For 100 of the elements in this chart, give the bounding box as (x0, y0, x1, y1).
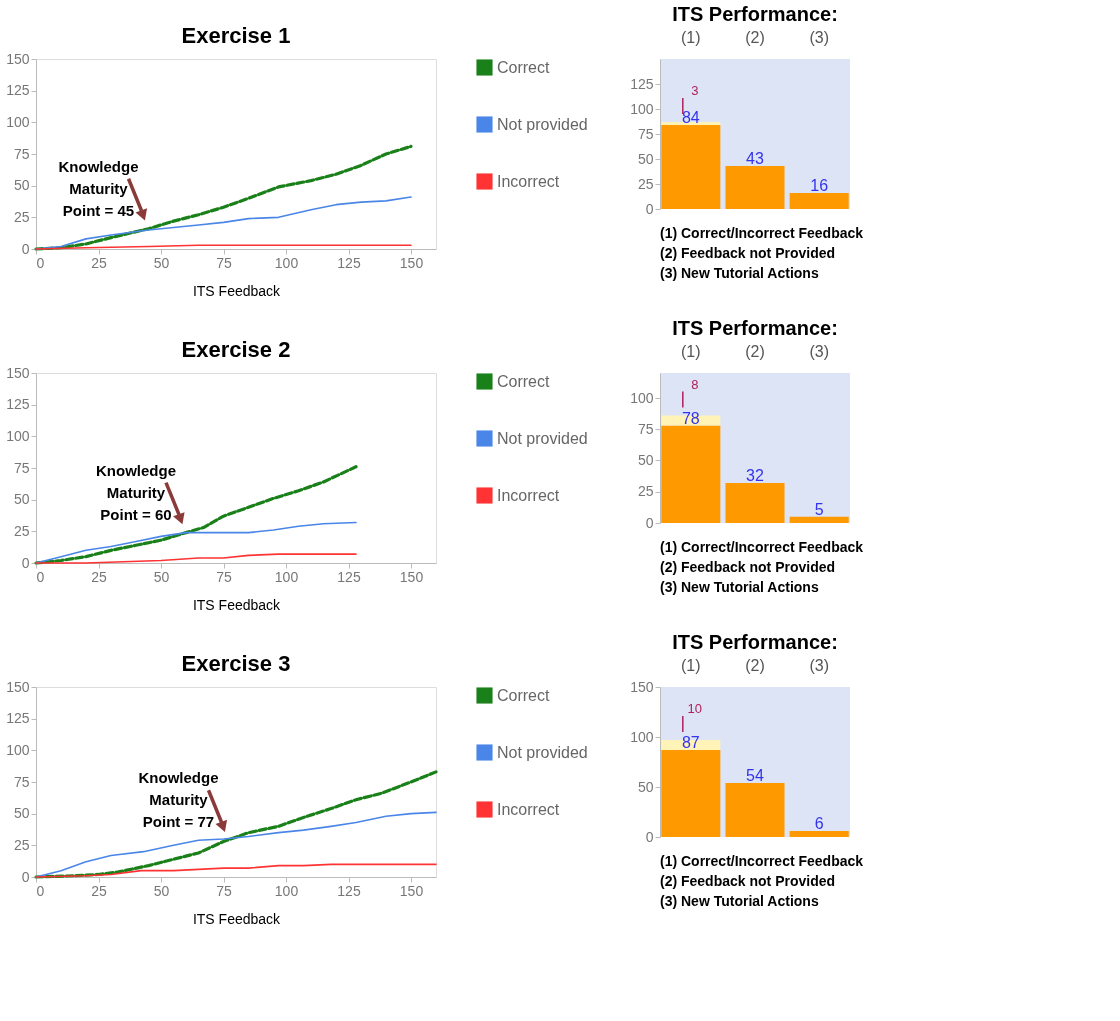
x-tick-label: 150 (399, 254, 424, 271)
data-label: 10 (687, 701, 703, 716)
x-tick-label: (2) (745, 342, 765, 360)
bar (725, 783, 785, 837)
y-tick-label: 150 (6, 50, 30, 67)
chart-title: ITS Performance: (672, 3, 838, 25)
line-series (35, 553, 357, 564)
legend-label: Not provided (497, 429, 588, 447)
y-tick-label: 100 (6, 113, 30, 130)
x-tick-label: 0 (36, 254, 45, 271)
x-tick-label: (1) (681, 656, 701, 674)
y-tick-label: 125 (6, 710, 30, 727)
x-tick-label: (1) (681, 28, 701, 46)
x-tick-label: 25 (91, 568, 107, 585)
legend-label: Incorrect (497, 172, 560, 190)
x-tick-label: 25 (91, 254, 107, 271)
bar (789, 193, 849, 209)
y-tick-label: 100 (630, 389, 654, 406)
y-tick-label: 50 (13, 177, 30, 194)
x-tick-label: (1) (681, 342, 701, 360)
data-label: 16 (810, 177, 829, 194)
x-tick-label: 100 (274, 568, 299, 585)
y-tick-label: 0 (645, 514, 654, 531)
annotation: Knowledge Maturity Point = 45 (58, 157, 139, 219)
data-label: 5 (814, 500, 824, 518)
data-label: 43 (746, 150, 764, 167)
y-tick-label: 100 (630, 728, 654, 745)
x-tick-label: 100 (274, 882, 299, 899)
text: (2) Feedback not Provided (660, 245, 836, 261)
x-tick-label: (2) (745, 28, 765, 46)
y-tick-label: 50 (637, 150, 654, 167)
y-tick-label: 150 (6, 678, 30, 695)
data-label: 6 (814, 815, 824, 832)
y-tick-label: 125 (6, 396, 30, 413)
text: (3) New Tutorial Actions (660, 265, 819, 281)
chart-title: Exercise 3 (181, 651, 291, 676)
text: (1) Correct/Incorrect Feedback (660, 853, 864, 869)
data-label: 84 (681, 109, 700, 126)
x-tick-label: 125 (337, 882, 361, 899)
x-tick-label: 125 (337, 568, 361, 585)
x-tick-label: 50 (153, 882, 170, 899)
y-tick-label: 50 (637, 778, 654, 795)
data-label: 3 (691, 83, 699, 98)
chart-title: ITS Performance: (672, 317, 838, 339)
y-tick-label: 0 (21, 868, 30, 885)
x-tick-label: 125 (337, 254, 361, 271)
bar (725, 166, 785, 209)
x-tick-label: (2) (745, 656, 765, 674)
y-tick-label: 150 (630, 678, 654, 695)
x-tick-label: 0 (36, 568, 45, 585)
data-label: 87 (681, 734, 700, 751)
y-tick-label: 0 (21, 554, 30, 571)
chart-title: Exercise 2 (181, 337, 291, 362)
x-tick-label: 75 (216, 882, 232, 899)
data-label: 8 (691, 376, 699, 392)
x-tick-label: 75 (216, 254, 232, 271)
y-tick-label: 25 (13, 836, 30, 853)
legend-label: Not provided (497, 743, 588, 761)
y-tick-label: 75 (13, 773, 30, 790)
x-tick-label: (3) (809, 28, 829, 46)
text: (2) Feedback not Provided (660, 559, 836, 575)
x-axis-title: ITS Feedback (192, 282, 282, 299)
bar (725, 483, 785, 523)
x-tick-label: 100 (274, 254, 299, 271)
x-tick-label: 150 (399, 882, 424, 899)
text: (1) Correct/Incorrect Feedback (660, 225, 864, 241)
y-tick-label: 25 (13, 208, 30, 225)
text: (3) New Tutorial Actions (660, 579, 819, 595)
y-tick-label: 125 (630, 75, 654, 92)
bar (789, 831, 849, 837)
legend-label: Incorrect (497, 800, 560, 818)
y-tick-label: 100 (630, 100, 654, 117)
y-tick-label: 100 (6, 427, 30, 444)
y-tick-label: 50 (13, 491, 30, 508)
text: (2) Feedback not Provided (660, 873, 836, 889)
x-tick-label: (3) (809, 656, 829, 674)
legend-label: Incorrect (497, 486, 560, 504)
chart-title: ITS Performance: (672, 631, 838, 653)
text: Correct (497, 686, 551, 704)
y-tick-label: 0 (645, 200, 654, 217)
y-tick-label: 0 (21, 240, 30, 257)
text: (3) New Tutorial Actions (660, 893, 819, 909)
legend-label: Not provided (497, 115, 588, 133)
y-tick-label: 125 (6, 82, 30, 99)
text: (1) Correct/Incorrect Feedback (660, 539, 864, 555)
chart-title: Exercise 1 (181, 23, 291, 48)
y-tick-label: 0 (645, 828, 654, 845)
data-label: 32 (746, 467, 764, 484)
x-tick-label: 0 (36, 882, 45, 899)
y-tick-label: 50 (13, 805, 30, 822)
x-tick-label: 50 (153, 254, 170, 271)
bar (661, 122, 721, 125)
data-label: 78 (681, 409, 700, 427)
y-tick-label: 75 (637, 125, 654, 142)
x-axis-title: ITS Feedback (192, 910, 282, 927)
y-tick-label: 25 (637, 483, 654, 500)
bar (661, 425, 721, 523)
data-label: 54 (746, 767, 764, 784)
x-tick-label: 50 (153, 568, 170, 585)
line-series (34, 465, 358, 565)
